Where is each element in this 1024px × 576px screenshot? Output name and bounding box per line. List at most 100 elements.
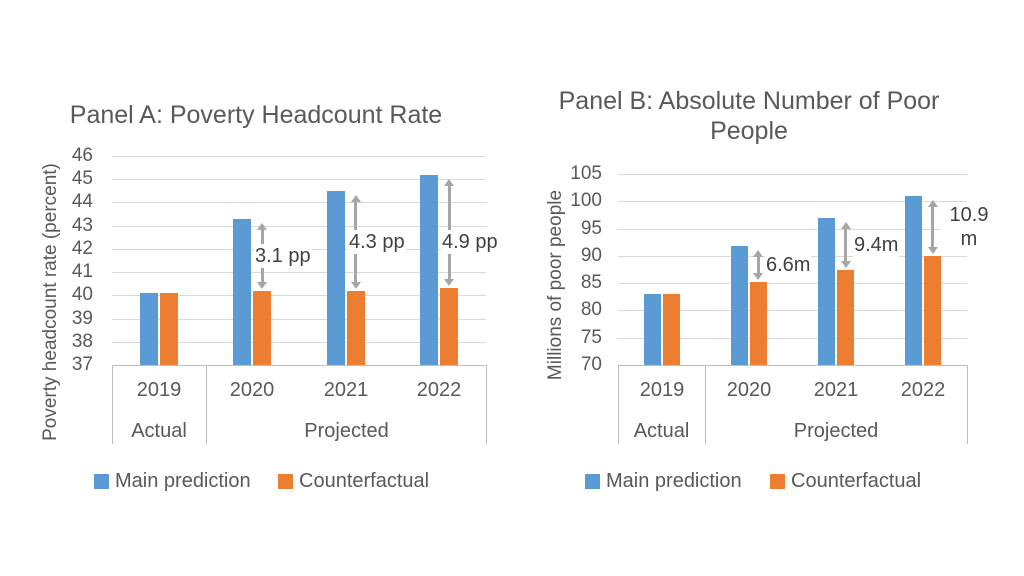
arrow-up-icon (841, 222, 851, 229)
y-tick-label: 100 (570, 190, 602, 211)
y-tick-label: 41 (71, 261, 93, 282)
category-table-border (705, 365, 706, 444)
bar-counterfactual-2021 (837, 270, 854, 366)
category-table-border (206, 365, 207, 444)
gridline (112, 295, 486, 296)
bar-main-prediction-2021 (818, 218, 835, 365)
x-tick-label: 2019 (639, 379, 685, 401)
y-tick-label: 40 (71, 284, 93, 305)
legend-label: Counterfactual (791, 470, 922, 492)
gridline (112, 272, 486, 273)
panel-a-title: Panel A: Poverty Headcount Rate (69, 101, 443, 129)
legend-swatch-main-prediction (94, 474, 109, 489)
difference-arrow-shaft (261, 229, 264, 283)
y-tick-label: 105 (570, 163, 602, 184)
bar-counterfactual-2019 (160, 293, 178, 365)
arrow-down-icon (444, 279, 454, 286)
legend-label: Main prediction (115, 470, 251, 492)
gridline (112, 319, 486, 320)
gridline (112, 179, 486, 180)
arrow-up-icon (257, 223, 267, 230)
bar-main-prediction-2021 (327, 191, 345, 365)
arrow-down-icon (928, 247, 938, 254)
panel-b-title: Panel B: Absolute Number of Poor People (558, 87, 940, 145)
axis-group-label: Actual (633, 420, 690, 442)
y-tick-label: 37 (71, 354, 93, 375)
arrow-up-icon (928, 200, 938, 207)
category-table-border (486, 365, 487, 444)
gridline (112, 342, 486, 343)
axis-group-label: Projected (304, 420, 389, 442)
gridline (618, 338, 967, 339)
bar-main-prediction-2019 (140, 293, 158, 365)
arrow-down-icon (351, 282, 361, 289)
difference-arrow-shaft (931, 206, 934, 247)
x-axis-line (112, 365, 486, 366)
gridline (112, 249, 486, 250)
bar-counterfactual-2020 (253, 291, 271, 365)
x-tick-label: 2022 (416, 379, 462, 401)
arrow-down-icon (753, 273, 763, 280)
x-tick-label: 2020 (229, 379, 275, 401)
legend-swatch-counterfactual (278, 474, 293, 489)
arrow-down-icon (257, 282, 267, 289)
y-tick-label: 90 (580, 245, 602, 266)
gridline (112, 365, 486, 366)
arrow-up-icon (753, 250, 763, 257)
category-table-border (112, 365, 113, 444)
arrow-up-icon (351, 195, 361, 202)
arrow-down-icon (841, 261, 851, 268)
panel-b-y-axis-label: Millions of poor people (545, 189, 566, 381)
legend-label: Main prediction (606, 470, 742, 492)
axis-group-label: Projected (793, 420, 879, 442)
y-tick-label: 38 (71, 331, 93, 352)
y-tick-label: 46 (71, 145, 93, 166)
category-table-border (967, 365, 968, 444)
bar-counterfactual-2019 (663, 294, 680, 365)
difference-annotation: 6.6m (765, 253, 812, 277)
difference-annotation: 4.9 pp (441, 230, 499, 254)
y-tick-label: 75 (580, 327, 602, 348)
bar-main-prediction-2020 (731, 246, 748, 365)
bar-counterfactual-2020 (750, 282, 767, 365)
gridline (112, 202, 486, 203)
arrow-up-icon (444, 179, 454, 186)
bar-main-prediction-2019 (644, 294, 661, 365)
gridline (618, 201, 967, 202)
y-tick-label: 45 (71, 168, 93, 189)
axis-group-label: Actual (131, 420, 187, 442)
bar-counterfactual-2022 (440, 288, 458, 365)
difference-annotation: 10.9 m (940, 203, 998, 251)
gridline (112, 226, 486, 227)
difference-annotation: 3.1 pp (254, 244, 312, 268)
gridline (618, 229, 967, 230)
x-tick-label: 2021 (323, 379, 369, 401)
x-tick-label: 2020 (726, 379, 772, 401)
bar-main-prediction-2022 (905, 196, 922, 365)
difference-arrow-shaft (354, 201, 357, 283)
legend-swatch-main-prediction (585, 474, 600, 489)
y-tick-label: 39 (71, 308, 93, 329)
x-axis-line (618, 365, 967, 366)
difference-arrow-shaft (448, 185, 451, 281)
x-tick-label: 2021 (813, 379, 859, 401)
bar-counterfactual-2022 (924, 256, 941, 365)
gridline (618, 256, 967, 257)
x-tick-label: 2019 (136, 379, 182, 401)
category-table-border (618, 365, 619, 444)
y-tick-label: 80 (580, 299, 602, 320)
y-tick-label: 70 (580, 354, 602, 375)
y-tick-label: 85 (580, 272, 602, 293)
y-tick-label: 43 (71, 215, 93, 236)
difference-arrow-shaft (757, 256, 760, 274)
bar-main-prediction-2022 (420, 175, 438, 365)
gridline (618, 283, 967, 284)
difference-annotation: 9.4m (853, 233, 900, 257)
gridline (618, 365, 967, 366)
gridline (618, 174, 967, 175)
gridline (618, 310, 967, 311)
bar-counterfactual-2021 (347, 291, 365, 365)
x-tick-label: 2022 (900, 379, 946, 401)
bar-main-prediction-2020 (233, 219, 251, 365)
